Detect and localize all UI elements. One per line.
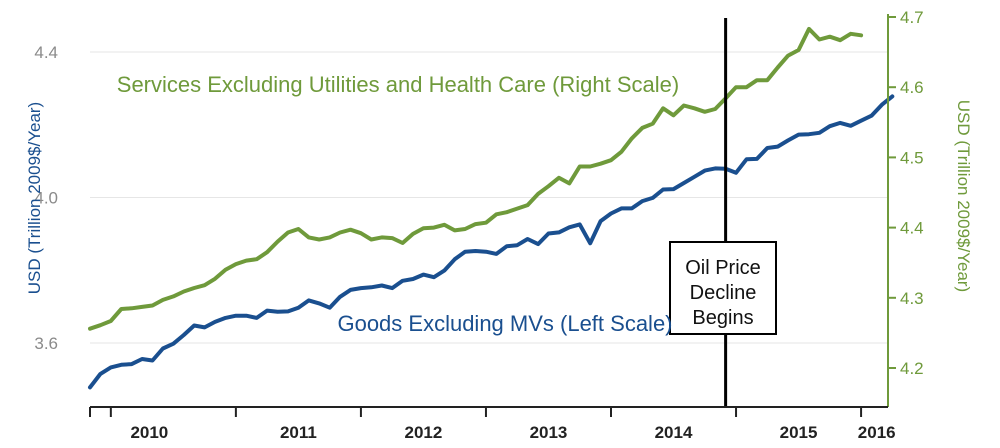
left-tick-label: 3.6 — [34, 334, 58, 353]
series-layer — [88, 26, 895, 390]
annotation-line-2: Decline — [690, 282, 757, 304]
x-tick-label: 2014 — [655, 423, 693, 442]
annotation-layer: Oil Price Decline Begins — [669, 18, 777, 407]
right-tick-label: 4.2 — [900, 359, 924, 378]
right-axis-title: USD (Trillion 2009$/Year) — [954, 100, 973, 292]
axes: 3.6 4.0 4.4 4.2 4.3 4.4 4.5 4.6 4.7 2010 2011 2012 2… — [34, 8, 923, 442]
left-tick-label: 4.0 — [34, 189, 58, 208]
annotation-line-1: Oil Price — [685, 257, 761, 279]
services-series-line — [88, 26, 864, 331]
right-tick-label: 4.7 — [900, 8, 924, 27]
x-tick-label: 2013 — [530, 423, 568, 442]
x-tick-label: 2016 — [858, 423, 896, 442]
x-tick-label: 2015 — [780, 423, 818, 442]
left-axis-title: USD (Trillion 2009$/Year) — [25, 102, 44, 294]
right-tick-label: 4.5 — [900, 148, 924, 167]
right-tick-label: 4.6 — [900, 78, 924, 97]
x-tick-label: 2011 — [280, 423, 317, 442]
services-series-label: Services Excluding Utilities and Health … — [117, 72, 679, 97]
goods-series-line — [88, 94, 895, 390]
x-tick-label: 2012 — [405, 423, 443, 442]
right-tick-label: 4.4 — [900, 219, 924, 238]
annotation-line-3: Begins — [692, 307, 753, 329]
gridlines — [90, 51, 888, 344]
goods-series-label: Goods Excluding MVs (Left Scale) — [337, 311, 672, 336]
right-tick-label: 4.3 — [900, 289, 924, 308]
x-tick-label: 2010 — [130, 423, 168, 442]
left-tick-label: 4.4 — [34, 43, 58, 62]
oil-price-annotation-box — [669, 241, 777, 335]
